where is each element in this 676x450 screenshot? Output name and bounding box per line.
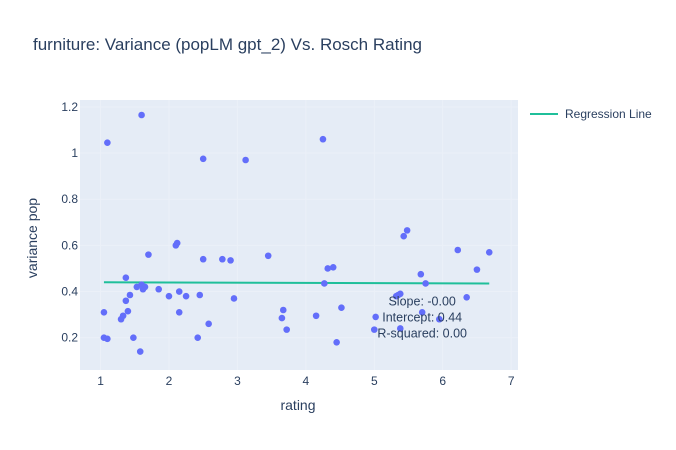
x-axis-ticks: 1 2 3 4 5 6 7 bbox=[97, 374, 515, 388]
data-point[interactable] bbox=[403, 227, 411, 234]
data-point[interactable] bbox=[175, 309, 183, 316]
regression-line[interactable] bbox=[103, 281, 490, 285]
y-tick-label: 0.8 bbox=[61, 192, 78, 206]
data-point[interactable] bbox=[463, 294, 470, 301]
y-tick-label: 0.6 bbox=[61, 238, 78, 252]
data-point[interactable] bbox=[175, 288, 183, 295]
annotation-line: Slope: -0.00 bbox=[388, 294, 455, 308]
data-point[interactable] bbox=[104, 335, 111, 343]
grid bbox=[80, 100, 518, 370]
data-point[interactable] bbox=[199, 155, 207, 163]
data-point[interactable] bbox=[333, 339, 340, 346]
data-point[interactable] bbox=[173, 239, 181, 247]
points-series bbox=[100, 111, 493, 355]
data-point[interactable] bbox=[196, 291, 204, 299]
data-point[interactable] bbox=[145, 251, 152, 258]
data-point[interactable] bbox=[396, 290, 404, 298]
data-point[interactable] bbox=[122, 297, 130, 305]
data-point[interactable] bbox=[485, 249, 493, 256]
regression-series bbox=[103, 281, 490, 285]
legend[interactable]: Regression Line bbox=[530, 107, 652, 121]
data-point[interactable] bbox=[104, 139, 111, 146]
data-point[interactable] bbox=[372, 313, 379, 321]
data-point[interactable] bbox=[264, 252, 272, 260]
data-point[interactable] bbox=[422, 280, 429, 287]
data-point[interactable] bbox=[400, 232, 408, 240]
data-point[interactable] bbox=[329, 264, 337, 271]
data-point[interactable] bbox=[321, 280, 328, 287]
data-point[interactable] bbox=[435, 315, 443, 323]
x-axis-title: rating bbox=[280, 397, 315, 413]
y-axis-title: variance pop bbox=[24, 198, 40, 278]
annotation-line: Intercept: 0.44 bbox=[382, 310, 462, 324]
data-point[interactable] bbox=[418, 309, 426, 316]
data-point[interactable] bbox=[119, 312, 127, 320]
data-point[interactable] bbox=[100, 309, 108, 316]
data-point[interactable] bbox=[155, 285, 163, 293]
y-tick-label: 1 bbox=[71, 146, 78, 160]
data-point[interactable] bbox=[283, 326, 290, 333]
stats-annotation: Slope: -0.00 Intercept: 0.44 R-squared: 0.… bbox=[377, 294, 467, 340]
data-point[interactable] bbox=[124, 307, 132, 315]
data-point[interactable] bbox=[312, 312, 320, 320]
x-tick-label: 1 bbox=[97, 374, 104, 388]
data-point[interactable] bbox=[417, 270, 425, 278]
x-tick-label: 2 bbox=[166, 374, 173, 388]
data-point[interactable] bbox=[138, 111, 145, 119]
y-tick-label: 1.2 bbox=[61, 100, 78, 114]
data-point[interactable] bbox=[454, 246, 462, 254]
data-point[interactable] bbox=[338, 304, 345, 311]
x-tick-label: 6 bbox=[439, 374, 446, 388]
data-point[interactable] bbox=[473, 266, 481, 273]
data-point[interactable] bbox=[324, 265, 332, 272]
x-tick-label: 7 bbox=[508, 374, 515, 388]
annotation-line: R-squared: 0.00 bbox=[377, 326, 467, 340]
y-tick-label: 0.4 bbox=[61, 285, 78, 299]
data-point[interactable] bbox=[242, 156, 249, 164]
data-point[interactable] bbox=[319, 135, 327, 143]
data-point[interactable] bbox=[278, 314, 286, 322]
y-axis-ticks: 0.2 0.4 0.6 0.8 1 1.2 bbox=[61, 100, 78, 345]
data-point[interactable] bbox=[194, 334, 202, 341]
data-point[interactable] bbox=[141, 283, 149, 291]
data-point[interactable] bbox=[165, 292, 173, 300]
x-tick-label: 4 bbox=[303, 374, 310, 388]
data-point[interactable] bbox=[126, 291, 134, 299]
legend-label[interactable]: Regression Line bbox=[565, 107, 652, 121]
data-point[interactable] bbox=[219, 255, 226, 263]
data-point[interactable] bbox=[122, 274, 130, 281]
data-point[interactable] bbox=[396, 325, 404, 332]
data-point[interactable] bbox=[205, 320, 212, 328]
data-point[interactable] bbox=[130, 334, 137, 341]
data-point[interactable] bbox=[136, 348, 144, 355]
data-point[interactable] bbox=[199, 255, 207, 263]
plot-area bbox=[80, 100, 518, 370]
data-point[interactable] bbox=[230, 295, 238, 302]
data-point[interactable] bbox=[279, 306, 287, 314]
data-point[interactable] bbox=[227, 257, 234, 264]
data-point[interactable] bbox=[370, 326, 378, 333]
y-tick-label: 0.2 bbox=[61, 331, 78, 345]
chart-title: furniture: Variance (popLM gpt_2) Vs. Ro… bbox=[33, 35, 422, 54]
x-tick-label: 5 bbox=[371, 374, 378, 388]
x-tick-label: 3 bbox=[234, 374, 241, 388]
data-point[interactable] bbox=[182, 292, 190, 300]
